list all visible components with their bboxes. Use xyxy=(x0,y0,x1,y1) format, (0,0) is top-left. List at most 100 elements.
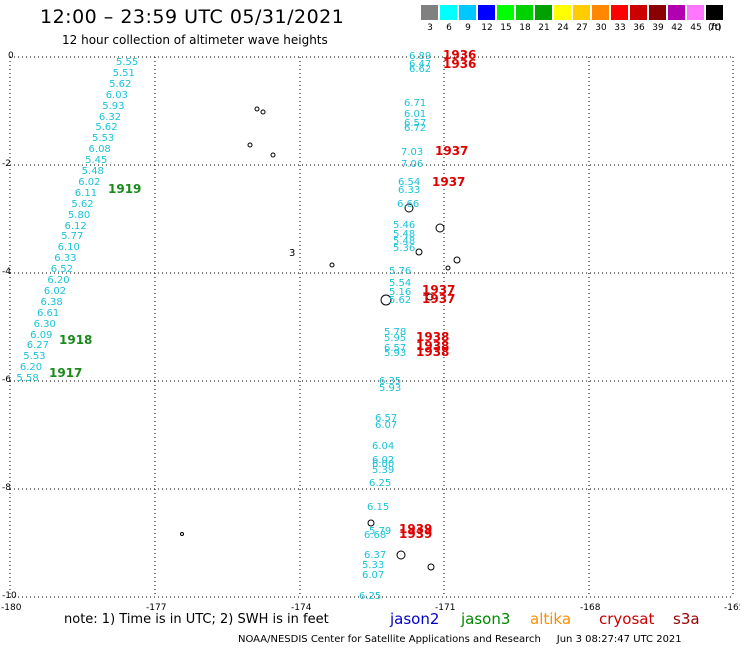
island-outline xyxy=(260,109,266,115)
y-tick-label: -8 xyxy=(2,483,11,493)
x-tick-label: -180 xyxy=(1,603,22,613)
wave-height-label: 5.51 xyxy=(112,67,135,79)
wave-height-label: 6.02 xyxy=(372,455,395,466)
legend-label: 18 xyxy=(519,23,531,33)
legend-swatch xyxy=(535,5,552,20)
island-outline xyxy=(396,550,406,560)
wave-height-label: 5.54 xyxy=(389,278,412,289)
pass-time-label: 1938 xyxy=(416,339,450,353)
wave-height-label: 7.03 xyxy=(401,147,424,158)
credit-text: NOAA/NESDIS Center for Satellite Applica… xyxy=(238,634,541,645)
satellite-label: jason3 xyxy=(461,610,511,628)
wave-height-label: 5.58 xyxy=(16,373,39,385)
wave-height-label: 5.62 xyxy=(109,78,132,90)
wave-height-label: 6.12 xyxy=(64,220,87,232)
legend-swatch xyxy=(516,5,533,20)
wave-height-label: 5.55 xyxy=(116,57,139,68)
island-outline xyxy=(254,106,260,112)
wave-height-label: 6.54 xyxy=(398,177,421,188)
legend-label: 21 xyxy=(538,23,550,33)
wave-height-label: 6.72 xyxy=(404,123,427,134)
x-tick-label: -168 xyxy=(580,603,601,613)
pass-time-label: 1939 xyxy=(399,522,433,536)
wave-height-label: 6.08 xyxy=(88,144,111,156)
legend-swatch xyxy=(706,5,723,20)
satellite-label: jason2 xyxy=(390,610,440,628)
y-tick-label: -6 xyxy=(2,375,11,385)
wave-height-label: 5.16 xyxy=(389,287,412,298)
wave-height-label: 6.61 xyxy=(37,307,60,319)
wave-height-label: 6.25 xyxy=(359,591,382,602)
satellite-label: s3a xyxy=(673,610,700,628)
legend-label: 33 xyxy=(614,23,626,33)
y-tick-label: -2 xyxy=(2,159,11,169)
pass-time-label: 1936 xyxy=(443,57,477,71)
wave-height-label: 5.76 xyxy=(389,266,412,277)
island-outline xyxy=(367,519,375,527)
wave-height-label: 6.03 xyxy=(105,89,128,101)
wave-height-label: 5.53 xyxy=(91,133,115,145)
x-tick-label: -177 xyxy=(146,603,167,613)
pass-time-label: 1917 xyxy=(49,366,83,380)
page-title: 12:00 – 23:59 UTC 05/31/2021 xyxy=(40,6,345,28)
island-outline xyxy=(404,203,414,213)
y-tick-label: 0 xyxy=(8,51,14,61)
wave-height-label: 6.20 xyxy=(19,362,43,374)
legend-label: 9 xyxy=(465,23,471,33)
wave-height-label: 6.00 xyxy=(372,459,395,470)
island-outline xyxy=(415,248,423,256)
wave-height-label: 6.30 xyxy=(33,318,56,330)
legend-label: 30 xyxy=(595,23,607,33)
wave-height-label: 5.93 xyxy=(102,100,125,112)
wave-height-label: 6.52 xyxy=(50,264,74,276)
legend-swatch xyxy=(649,5,666,20)
x-tick-label: -171 xyxy=(435,603,456,613)
wave-height-label: 6.01 xyxy=(404,109,427,120)
wave-height-label: 6.07 xyxy=(362,570,385,581)
y-tick-label: -4 xyxy=(2,267,11,277)
wave-height-label: 6.66 xyxy=(397,199,420,210)
footer-credit: NOAA/NESDIS Center for Satellite Applica… xyxy=(238,634,682,645)
wave-height-label: 5.78 xyxy=(384,327,407,338)
wave-height-label: 6.02 xyxy=(43,285,67,297)
island-outline xyxy=(329,262,335,268)
pass-time-label: 1919 xyxy=(108,182,142,196)
pass-time-label: 1938 xyxy=(416,345,450,359)
legend-swatch xyxy=(554,5,571,20)
wave-height-label: 6.10 xyxy=(57,242,80,254)
legend-swatch xyxy=(630,5,647,20)
legend-label: 45 xyxy=(690,23,702,33)
wave-height-label: 6.11 xyxy=(74,187,98,199)
wave-height-label: 5.36 xyxy=(393,243,416,254)
island-outline xyxy=(180,532,184,536)
legend-label: 15 xyxy=(500,23,512,33)
wave-height-label: 6.89 xyxy=(409,51,432,62)
legend-swatch xyxy=(497,5,514,20)
wave-height-label: 6.02 xyxy=(78,176,101,188)
island-outline xyxy=(426,293,434,301)
wave-height-label: 6.71 xyxy=(404,98,427,109)
wave-height-label: 6.57 xyxy=(404,118,427,129)
color-legend: 3 6 9 12 15 18 21 24 27 30 33 36 39 42 45 70 (ft) xyxy=(421,5,726,36)
wave-height-label: 6.38 xyxy=(40,296,63,308)
map-numeral: 3 xyxy=(289,248,296,259)
legend-swatch xyxy=(478,5,495,20)
pass-time-label: 1937 xyxy=(435,144,469,158)
wave-height-label: 5.62 xyxy=(95,122,118,134)
wave-height-label: 6.37 xyxy=(364,550,387,561)
wave-height-label: 6.33 xyxy=(398,185,421,196)
island-outline xyxy=(435,223,445,233)
legend-label: 24 xyxy=(557,23,569,33)
wave-height-label: 6.33 xyxy=(54,253,77,265)
wave-height-label: 5.77 xyxy=(61,231,84,243)
wave-height-label: 6.57 xyxy=(375,413,398,424)
footer-note: note: 1) Time is in UTC; 2) SWH is in fe… xyxy=(64,612,329,627)
pass-time-label: 1937 xyxy=(422,292,456,306)
island-outline xyxy=(445,265,451,271)
wave-height-label: 5.48 xyxy=(81,166,104,177)
pass-time-label: 1937 xyxy=(422,283,456,297)
legend-label: 3 xyxy=(427,23,433,33)
legend-swatch xyxy=(611,5,628,20)
x-tick-label: -174 xyxy=(291,603,312,613)
legend-swatch xyxy=(421,5,438,20)
